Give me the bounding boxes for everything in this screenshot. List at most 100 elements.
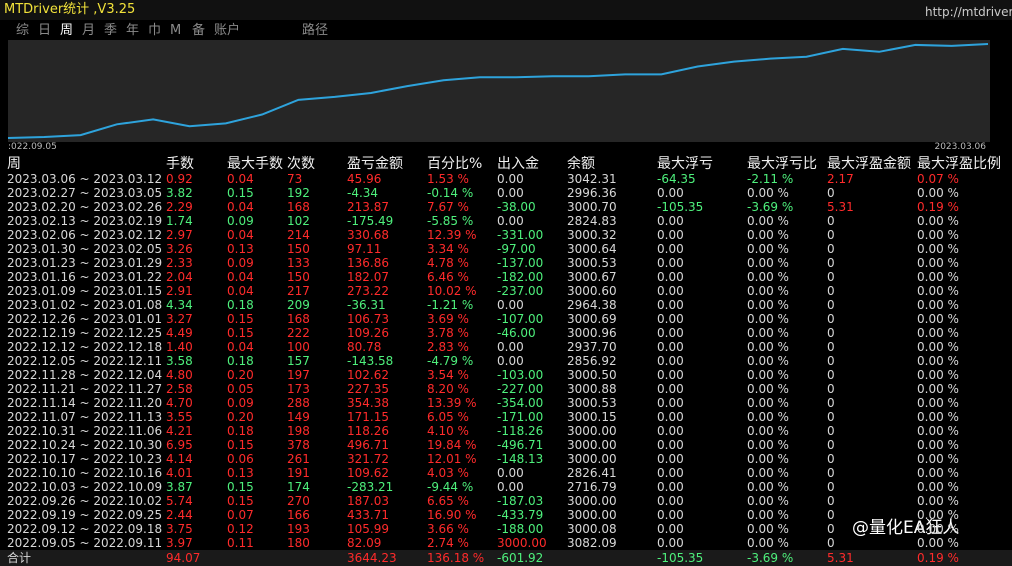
cell: 0.00 % <box>917 340 959 354</box>
cell: 0.05 <box>227 382 254 396</box>
cell: 3.34 % <box>427 242 469 256</box>
tab[interactable]: 账户 <box>214 23 241 38</box>
cell: 0.00 <box>657 368 684 382</box>
cell: 2022.10.17 ~ 2022.10.23 <box>7 452 163 466</box>
cell: 0.00 % <box>747 256 789 270</box>
cell: 0.00 <box>657 410 684 424</box>
cell: 0.00 % <box>917 466 959 480</box>
cell: 0.00 <box>657 298 684 312</box>
cell: 3000.00 <box>567 494 617 508</box>
column-header: 余额 <box>567 156 595 172</box>
cell: -105.35 <box>657 200 704 214</box>
cell: 168 <box>287 200 310 214</box>
cell: 3000.88 <box>567 382 617 396</box>
cell: -103.00 <box>497 368 544 382</box>
tab[interactable]: 巾 <box>148 23 162 38</box>
cell: 0.00 % <box>747 312 789 326</box>
cell: 0.00 <box>657 284 684 298</box>
cell: 173 <box>287 382 310 396</box>
cell: 0.00 % <box>917 186 959 200</box>
cell: 3000.00 <box>567 508 617 522</box>
cell: 0.15 <box>227 326 254 340</box>
cell: 0.00 % <box>747 186 789 200</box>
cell: -283.21 <box>347 480 394 494</box>
cell: -4.79 % <box>427 354 474 368</box>
url: http://mtdriver.com <box>925 5 1012 19</box>
cell: 4.70 <box>166 396 193 410</box>
cell: 0.00 % <box>747 326 789 340</box>
tab[interactable]: 日 <box>38 23 52 38</box>
cell: 3000.67 <box>567 270 617 284</box>
cell: 45.96 <box>347 172 382 186</box>
cell: 166 <box>287 508 310 522</box>
cell: 378 <box>287 438 310 452</box>
column-header: 最大浮盈比例 <box>917 156 1001 172</box>
cell: 0.19 % <box>917 200 959 214</box>
cell: 214 <box>287 228 310 242</box>
total-row-bg <box>0 550 1012 566</box>
cell: 433.71 <box>347 508 389 522</box>
tab[interactable]: 月 <box>82 23 96 38</box>
cell: 2023.02.20 ~ 2023.02.26 <box>7 200 163 214</box>
cell: 2.83 % <box>427 340 469 354</box>
cell: 0.00 <box>657 242 684 256</box>
cell: -5.85 % <box>427 214 474 228</box>
cell: 192 <box>287 186 310 200</box>
cell: 4.03 % <box>427 466 469 480</box>
cell: 0.00 % <box>917 298 959 312</box>
cell: 102 <box>287 214 310 228</box>
cell: 1.53 % <box>427 172 469 186</box>
tab[interactable]: 综 <box>16 23 30 38</box>
cell: -227.00 <box>497 382 544 396</box>
cell: 150 <box>287 242 310 256</box>
cell: 0 <box>827 536 835 550</box>
cell: 1.74 <box>166 214 193 228</box>
cell: -3.69 % <box>747 200 794 214</box>
cell: 213.87 <box>347 200 389 214</box>
cell: 3.54 % <box>427 368 469 382</box>
total-cell: 136.18 % <box>427 551 485 565</box>
cell: 0.18 <box>227 354 254 368</box>
cell: 0.09 <box>227 214 254 228</box>
cell: 6.46 % <box>427 270 469 284</box>
tab[interactable]: M <box>170 23 182 38</box>
cell: 0.06 <box>227 452 254 466</box>
cell: 0.04 <box>227 284 254 298</box>
column-header: 最大浮亏 <box>657 156 713 172</box>
cell: 0.20 <box>227 410 254 424</box>
cell: -331.00 <box>497 228 544 242</box>
cell: 2023.01.16 ~ 2023.01.22 <box>7 270 163 284</box>
cell: 2.44 <box>166 508 193 522</box>
cell: 0.00 % <box>917 438 959 452</box>
tab[interactable]: 年 <box>126 23 140 38</box>
cell: 0 <box>827 508 835 522</box>
cell: 0 <box>827 298 835 312</box>
cell: 0.00 <box>657 382 684 396</box>
total-cell: 5.31 <box>827 551 854 565</box>
cell: 0.00 <box>497 214 524 228</box>
cell: 0 <box>827 396 835 410</box>
cell: 136.86 <box>347 256 389 270</box>
cell: 97.11 <box>347 242 382 256</box>
cell: 3.66 % <box>427 522 469 536</box>
cell: -137.00 <box>497 256 544 270</box>
cell: 3.26 <box>166 242 193 256</box>
cell: 0 <box>827 186 835 200</box>
cell: 0.00 <box>657 340 684 354</box>
cell: 4.01 <box>166 466 193 480</box>
cell: 0.00 <box>497 172 524 186</box>
cell: 209 <box>287 298 310 312</box>
cell: 0.15 <box>227 494 254 508</box>
tab[interactable]: 备 <box>192 23 206 38</box>
cell: 3000.96 <box>567 326 617 340</box>
tab[interactable]: 季 <box>104 23 118 38</box>
cell: 0.00 % <box>747 368 789 382</box>
cell: 0.00 % <box>917 410 959 424</box>
cell: 0.00 <box>657 354 684 368</box>
cell: 149 <box>287 410 310 424</box>
tab[interactable]: 路径 <box>302 23 329 38</box>
cell: 496.71 <box>347 438 389 452</box>
cell: 5.31 <box>827 200 854 214</box>
cell: 0.00 % <box>747 354 789 368</box>
tab[interactable]: 周 <box>60 23 74 38</box>
